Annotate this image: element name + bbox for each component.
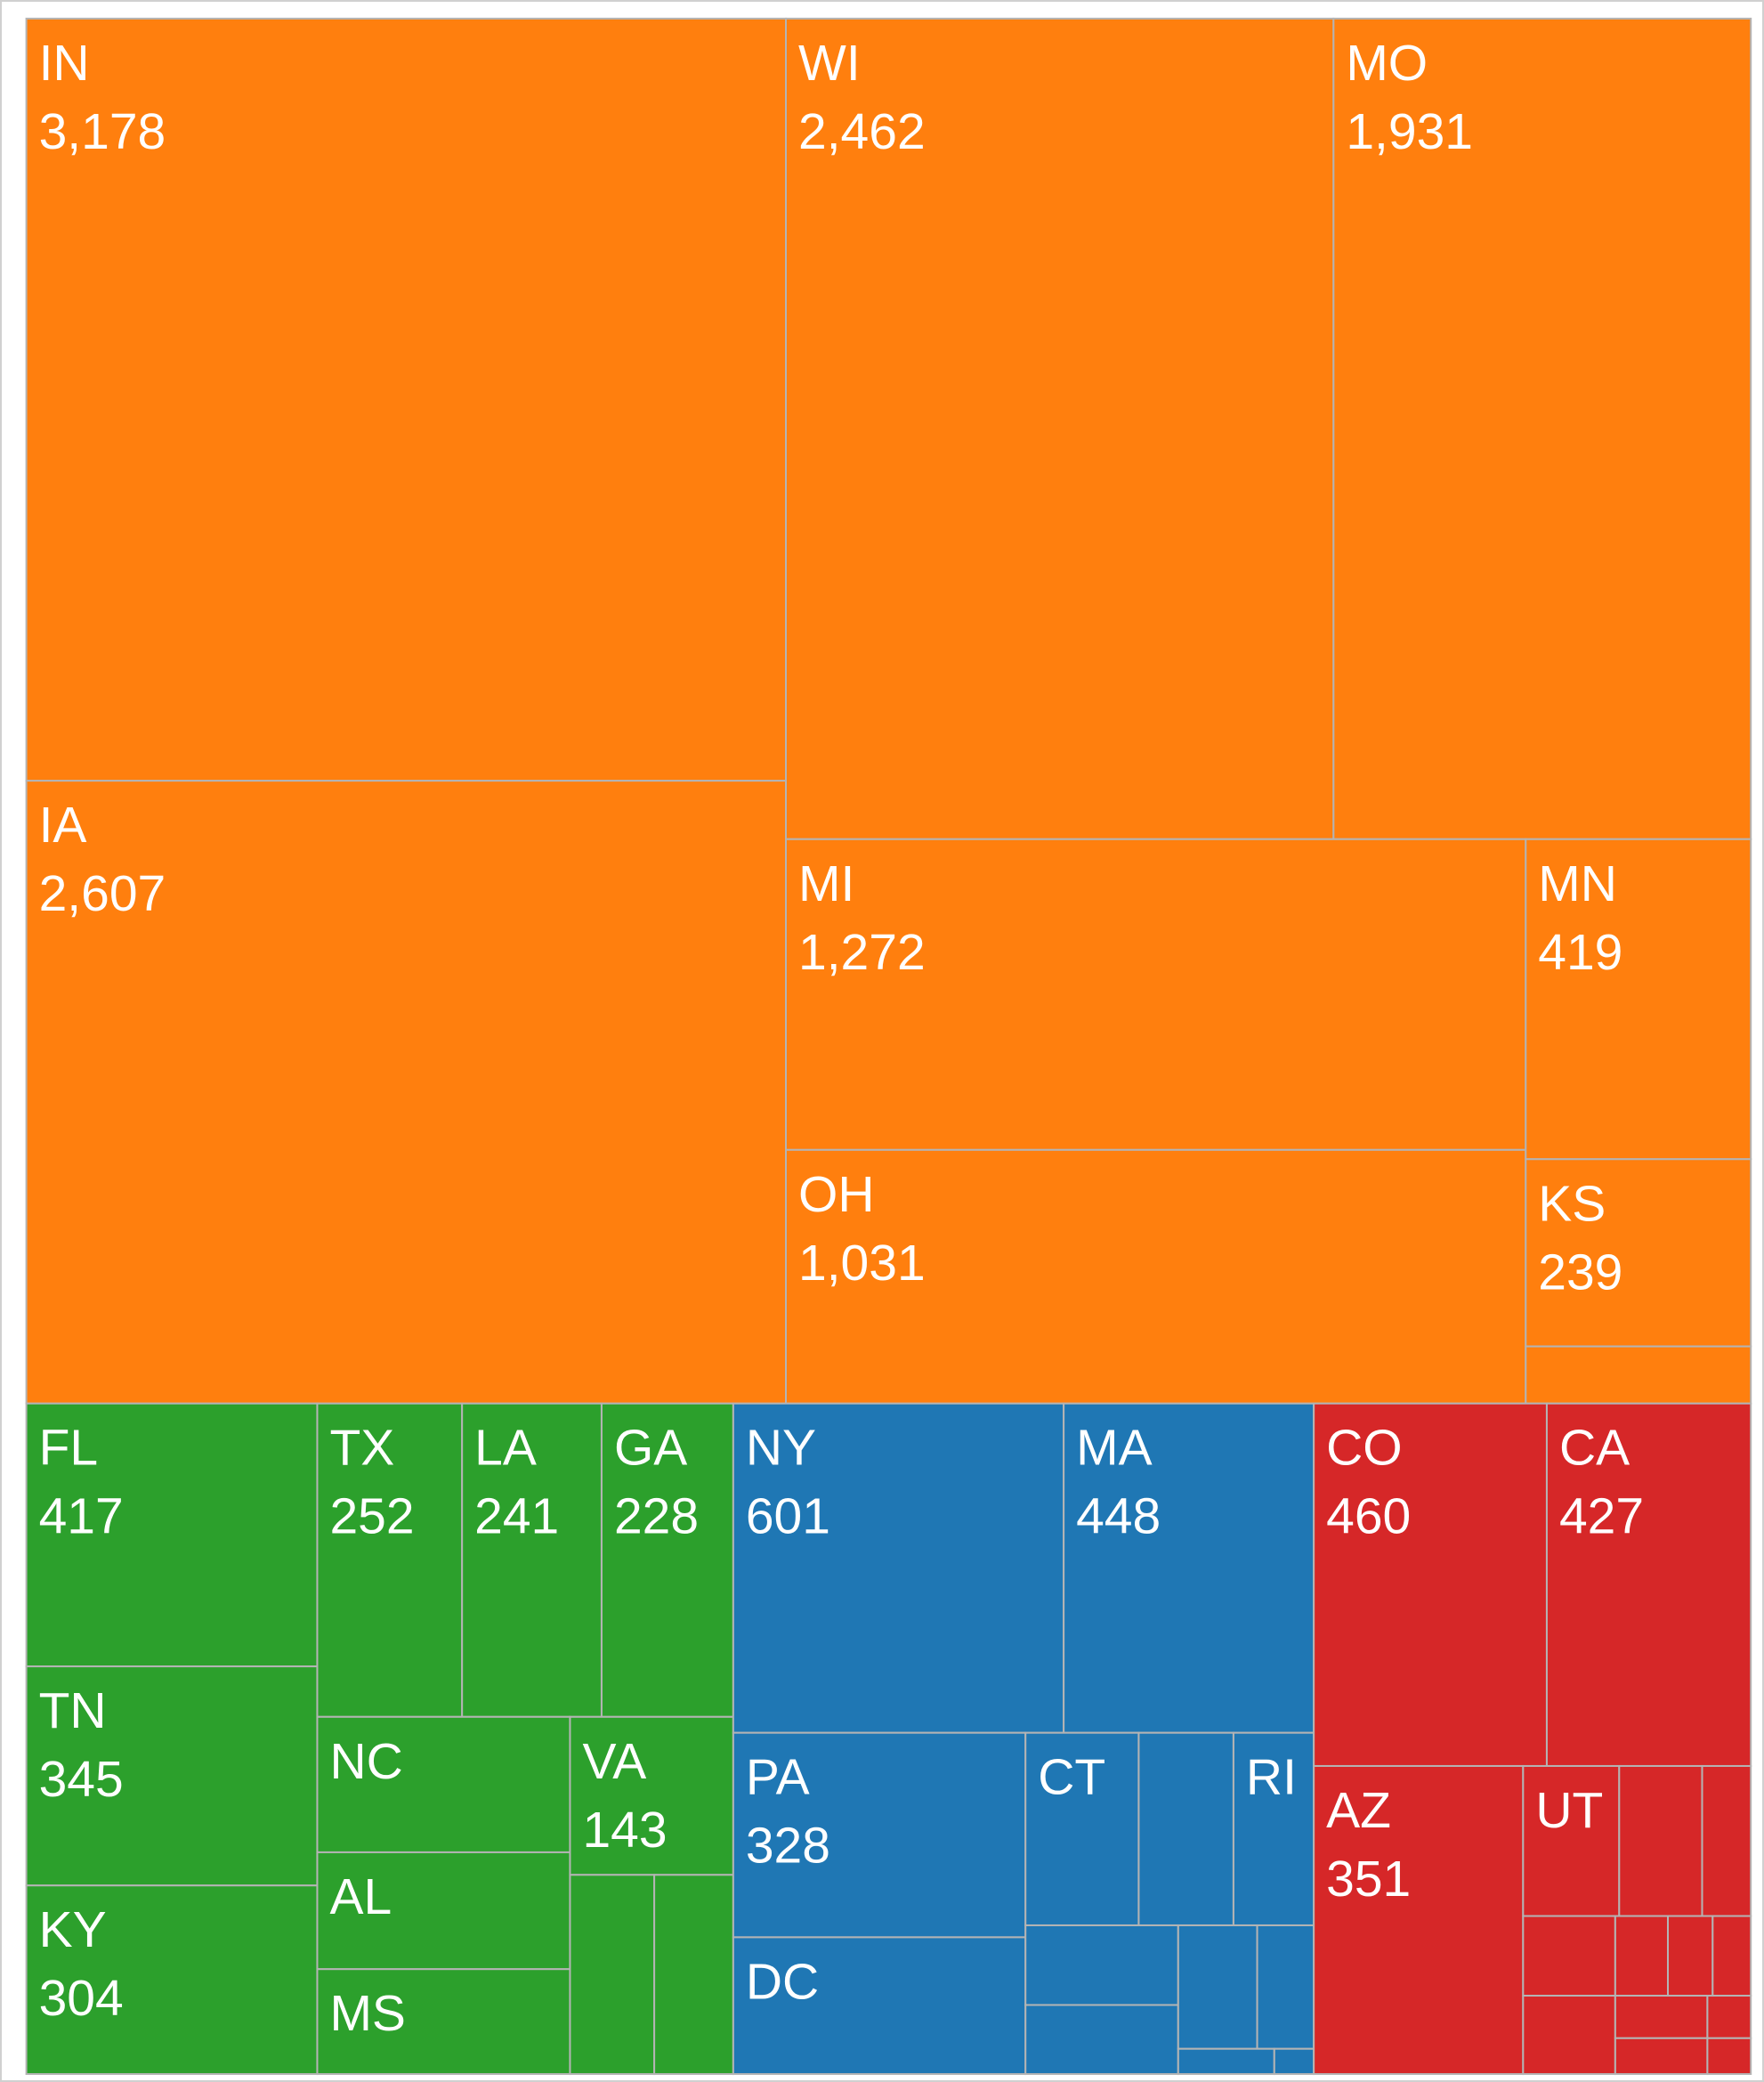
tile-label: CT: [1038, 1749, 1105, 1806]
tile-label: MI: [798, 855, 854, 912]
tile: [25, 1665, 319, 1887]
tile: [1711, 1915, 1752, 1997]
tile-value: 1,272: [798, 924, 926, 981]
tile-label: KY: [39, 1901, 107, 1958]
tile: [1522, 1764, 1621, 1917]
tile: [1701, 1764, 1752, 1917]
tile-value: 460: [1326, 1488, 1411, 1545]
tile: [461, 1402, 603, 1718]
tile-label: IA: [39, 797, 87, 854]
tile: [1522, 1995, 1616, 2076]
tile-label: TN: [39, 1682, 107, 1739]
tile: [1313, 1402, 1548, 1767]
tile: [732, 1731, 1027, 1939]
tile-label: NC: [329, 1733, 402, 1790]
tile-label: CO: [1326, 1420, 1403, 1477]
tile-label: IN: [39, 35, 90, 92]
tile: [316, 1851, 571, 1971]
tile: [1614, 2037, 1709, 2076]
tile: [1706, 1995, 1752, 2039]
tile-value: 328: [746, 1818, 830, 1875]
tile-value: 239: [1538, 1244, 1622, 1300]
tile: [1545, 1402, 1752, 1767]
tile: [25, 17, 788, 782]
tile-value: 304: [39, 1970, 124, 2027]
tile-value: 1,031: [798, 1235, 926, 1292]
tile-label: TX: [329, 1420, 394, 1477]
tile-value: 448: [1076, 1488, 1161, 1545]
tile: [1332, 17, 1752, 840]
tile-label: KS: [1538, 1175, 1606, 1232]
tile-label: GA: [614, 1420, 687, 1477]
tile: [653, 1874, 734, 2076]
tile-value: 351: [1326, 1851, 1411, 1908]
tile: [1618, 1764, 1703, 1917]
tile: [1706, 2037, 1752, 2076]
tile: [785, 838, 1527, 1151]
tile: [1024, 1731, 1140, 1926]
tile: [316, 1402, 464, 1718]
tile-value: 601: [746, 1488, 830, 1545]
tile: [1024, 1924, 1179, 2006]
tile-value: 241: [474, 1488, 559, 1545]
tile: [785, 1148, 1527, 1405]
tile-label: LA: [474, 1420, 537, 1477]
tile-label: MN: [1538, 855, 1617, 912]
tile-value: 252: [329, 1488, 414, 1545]
tile: [1273, 2047, 1315, 2076]
tile-value: 345: [39, 1751, 124, 1808]
tile: [569, 1874, 656, 2076]
tile-label: AL: [329, 1868, 392, 1925]
tile-value: 2,462: [798, 103, 926, 160]
tile-label: OH: [798, 1166, 875, 1223]
tile: [732, 1936, 1027, 2076]
tile: [569, 1715, 734, 1876]
tile-label: VA: [582, 1733, 646, 1790]
tile-label: MA: [1076, 1420, 1153, 1477]
tile-value: 427: [1559, 1488, 1644, 1545]
tile: [1177, 1924, 1258, 2050]
tile-label: MO: [1346, 35, 1428, 92]
tile-value: 419: [1538, 924, 1622, 981]
tile: [1525, 1345, 1752, 1405]
tile: [1667, 1915, 1714, 1997]
tile: [600, 1402, 734, 1718]
tile-label: RI: [1246, 1749, 1297, 1806]
tile-label: PA: [746, 1749, 810, 1806]
tile: [1614, 1915, 1670, 1997]
tile-label: NY: [746, 1420, 816, 1477]
tile: [1256, 1924, 1315, 2050]
tile-label: AZ: [1326, 1782, 1391, 1839]
tile: [732, 1402, 1065, 1734]
tile-label: WI: [798, 35, 861, 92]
tile-label: MS: [329, 1985, 406, 2042]
tile: [25, 780, 788, 1405]
tile-label: FL: [39, 1420, 99, 1477]
tile-label: CA: [1559, 1420, 1630, 1477]
tile: [1313, 1764, 1525, 2076]
tile: [316, 1968, 571, 2076]
tile: [1137, 1731, 1234, 1926]
tile-value: 228: [614, 1488, 699, 1545]
tile: [1063, 1402, 1315, 1734]
tile-value: 2,607: [39, 865, 166, 922]
tile: [1024, 2004, 1179, 2076]
tile: [785, 17, 1335, 840]
tile-label: UT: [1535, 1782, 1603, 1839]
tile-value: 3,178: [39, 103, 166, 160]
tile-value: 143: [582, 1802, 667, 1859]
tile: [1525, 838, 1752, 1161]
tile: [316, 1715, 571, 1853]
tile-value: 1,931: [1346, 103, 1473, 160]
tile: [1525, 1158, 1752, 1348]
tile: [1614, 1995, 1709, 2039]
tile: [1522, 1915, 1616, 1997]
tile-value: 417: [39, 1488, 124, 1545]
tile: [1177, 2047, 1275, 2076]
tile-label: DC: [746, 1953, 819, 2010]
